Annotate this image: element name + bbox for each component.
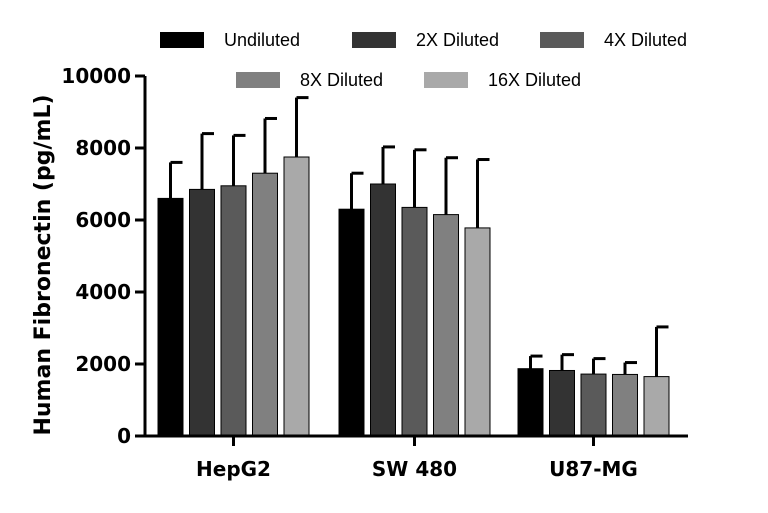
error-bar: [655, 325, 669, 377]
axes: 0 2000 4000 6000 8000 10000 HepG2 SW 480 U87-MG: [61, 64, 688, 481]
error-bar: [623, 361, 637, 375]
legend-item-4x-diluted: 4X Diluted: [540, 30, 687, 50]
error-bar: [592, 357, 606, 375]
legend-label: 4X Diluted: [604, 30, 687, 50]
bar-8x-diluted-u87-mg: [612, 373, 638, 437]
legend-label: 2X Diluted: [416, 30, 499, 50]
error-bar: [169, 160, 183, 199]
bar-8x-diluted-sw-480: [433, 214, 459, 437]
legend: Undiluted 2X Diluted 4X Diluted 8X Diluted 1…: [160, 30, 687, 90]
bar-undiluted-u87-mg: [517, 368, 544, 437]
bar-16x-diluted-sw-480: [464, 227, 491, 437]
legend-item-8x-diluted: 8X Diluted: [236, 70, 383, 90]
error-bar: [444, 156, 458, 215]
bar-undiluted-sw-480: [338, 208, 365, 437]
error-bar: [295, 96, 309, 157]
bar-2x-diluted-u87-mg: [549, 369, 575, 437]
y-tick-label: 2000: [75, 352, 131, 376]
error-bar: [529, 354, 543, 369]
legend-swatch: [160, 32, 204, 48]
bar-16x-diluted-hepg2: [283, 156, 310, 437]
y-tick-label: 10000: [61, 64, 131, 88]
bar-2x-diluted-hepg2: [189, 188, 215, 437]
legend-swatch: [424, 72, 468, 88]
x-category-label: U87-MG: [549, 457, 638, 481]
error-bar: [560, 353, 574, 371]
y-tick-label: 8000: [75, 136, 131, 160]
bar-4x-diluted-hepg2: [220, 185, 247, 437]
legend-label: 16X Diluted: [488, 70, 581, 90]
legend-swatch: [352, 32, 396, 48]
y-tick-label: 6000: [75, 208, 131, 232]
legend-label: Undiluted: [224, 30, 300, 50]
legend-swatch: [540, 32, 584, 48]
x-category-label: HepG2: [196, 457, 271, 481]
error-bar: [350, 171, 364, 210]
legend-label: 8X Diluted: [300, 70, 383, 90]
y-tick-label: 0: [117, 424, 131, 448]
x-category-label: SW 480: [372, 457, 457, 481]
legend-item-2x-diluted: 2X Diluted: [352, 30, 499, 50]
error-bar: [200, 132, 214, 190]
y-axis-title: Human Fibronectin (pg/mL): [31, 94, 56, 435]
legend-item-16x-diluted: 16X Diluted: [424, 70, 581, 90]
bar-4x-diluted-sw-480: [401, 206, 428, 437]
y-tick-label: 4000: [75, 280, 131, 304]
error-bars: [169, 96, 669, 377]
error-bar: [476, 158, 490, 228]
legend-item-undiluted: Undiluted: [160, 30, 300, 50]
error-bar: [381, 145, 395, 184]
bar-8x-diluted-hepg2: [252, 172, 278, 437]
bar-4x-diluted-u87-mg: [580, 373, 607, 437]
error-bar: [413, 148, 427, 208]
error-bar: [232, 133, 246, 186]
bar-2x-diluted-sw-480: [370, 183, 396, 437]
bar-undiluted-hepg2: [157, 197, 184, 437]
bars: [157, 156, 670, 437]
bar-16x-diluted-u87-mg: [643, 376, 670, 437]
legend-swatch: [236, 72, 280, 88]
error-bar: [263, 116, 277, 174]
